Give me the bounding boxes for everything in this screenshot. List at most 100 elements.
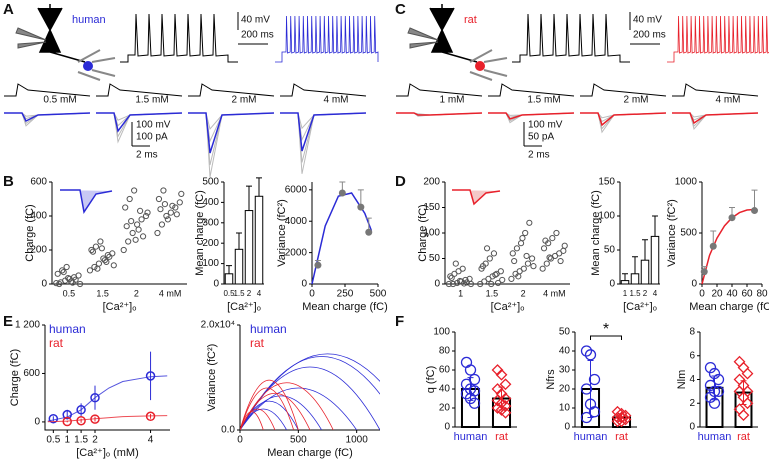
x-tick-label: 500 <box>370 289 387 300</box>
data-point <box>588 406 601 418</box>
data-point <box>517 240 525 247</box>
x-tick-label: 0 <box>237 435 243 446</box>
epsc-trace <box>580 112 667 134</box>
data-point <box>499 276 506 284</box>
ap-trace <box>4 83 91 97</box>
x-tick-label: 60 <box>741 289 753 300</box>
y-tick-label: 100 <box>598 211 615 222</box>
data-point <box>526 219 533 226</box>
data-point <box>63 263 70 271</box>
category-label: 0.5 <box>63 288 76 298</box>
data-point <box>557 257 564 265</box>
scale-label: 2 ms <box>528 150 550 161</box>
y-tick-label: 30 <box>559 365 571 376</box>
data-point <box>103 258 110 265</box>
x-tick-label: 80 <box>756 289 768 300</box>
scale-bar <box>523 122 542 147</box>
y-tick-label: 150 <box>598 177 615 188</box>
y-tick-label: 2000 <box>285 247 308 258</box>
data-point <box>580 411 593 424</box>
data-point <box>448 274 455 281</box>
bar <box>650 235 660 285</box>
y-tick-label: 60 <box>439 365 451 376</box>
y-tick-label: 500 <box>202 177 219 188</box>
data-point <box>708 367 721 380</box>
data-point <box>75 272 82 279</box>
y-axis-label: Variance (fC²) <box>666 199 678 267</box>
category-label: 2 <box>134 288 139 298</box>
scale-label: 200 ms <box>633 30 666 41</box>
epsc-trace <box>188 112 275 178</box>
scale-bar <box>131 122 150 147</box>
data-point <box>464 364 477 376</box>
y-tick-label: 0 <box>689 422 695 433</box>
y-tick-label: 200 <box>30 245 47 256</box>
axis <box>444 182 570 285</box>
data-point <box>139 233 147 240</box>
data-point <box>488 280 495 288</box>
y-tick-label: 80 <box>439 346 451 357</box>
x-axis-label: [Ca²⁺]ₒ <box>491 301 525 313</box>
error-bar <box>632 256 638 274</box>
ap-trace <box>188 83 275 97</box>
data-point <box>733 355 746 368</box>
data-point <box>490 250 498 257</box>
y-axis-label: Charge (fC) <box>417 204 429 261</box>
variance-curve <box>240 380 299 430</box>
data-point <box>65 274 72 282</box>
axis <box>51 182 187 285</box>
epsc-trace <box>280 112 367 174</box>
y-tick-label: 8 <box>689 327 695 338</box>
category-label: 1 <box>623 289 628 298</box>
category-label: 2 <box>643 289 648 298</box>
data-point <box>553 229 560 237</box>
error-bar <box>226 265 232 274</box>
data-point <box>709 242 717 250</box>
data-point <box>508 275 515 282</box>
data-point <box>95 260 103 267</box>
concentration-label: 1.5 mM <box>527 95 560 106</box>
y-tick-label: 200 <box>423 177 440 188</box>
data-point <box>123 223 130 230</box>
y-tick-label: 20 <box>559 384 571 395</box>
spike-train <box>667 15 769 63</box>
epsc-mean <box>580 112 667 127</box>
data-point <box>460 280 468 287</box>
data-point <box>176 199 183 206</box>
data-point <box>129 229 136 237</box>
data-point <box>452 260 459 267</box>
data-point <box>543 260 550 267</box>
axis <box>44 325 170 431</box>
error-bar <box>622 273 628 281</box>
category-label: rat <box>737 431 750 443</box>
y-tick-label: 200 <box>202 238 219 249</box>
data-point <box>338 189 346 197</box>
data-point <box>542 237 549 244</box>
data-point <box>69 279 76 286</box>
bar <box>630 273 640 285</box>
y-tick-label: 100 <box>202 258 219 269</box>
category-label: human <box>454 431 488 443</box>
y-tick-label: 300 <box>202 217 219 228</box>
data-point <box>164 216 171 223</box>
data-point <box>708 397 721 409</box>
x-tick-label: 0 <box>699 289 705 300</box>
neuron <box>37 4 86 63</box>
data-point <box>138 216 145 223</box>
data-point <box>519 235 526 242</box>
x-tick-label: 1.5 <box>74 435 88 446</box>
data-point <box>106 253 113 260</box>
data-point <box>142 212 150 220</box>
data-point <box>134 221 141 228</box>
panel-letter: B <box>3 173 14 190</box>
data-point <box>365 228 373 236</box>
scale-label: 200 ms <box>241 30 274 41</box>
data-point <box>128 218 135 225</box>
ap-trace <box>280 83 367 97</box>
bar <box>244 210 254 285</box>
epsc-mean <box>96 112 183 133</box>
epsc-trace <box>280 112 367 152</box>
x-tick-label: 40 <box>726 289 738 300</box>
y-tick-label: 4000 <box>285 216 308 227</box>
spike-train <box>275 15 379 63</box>
